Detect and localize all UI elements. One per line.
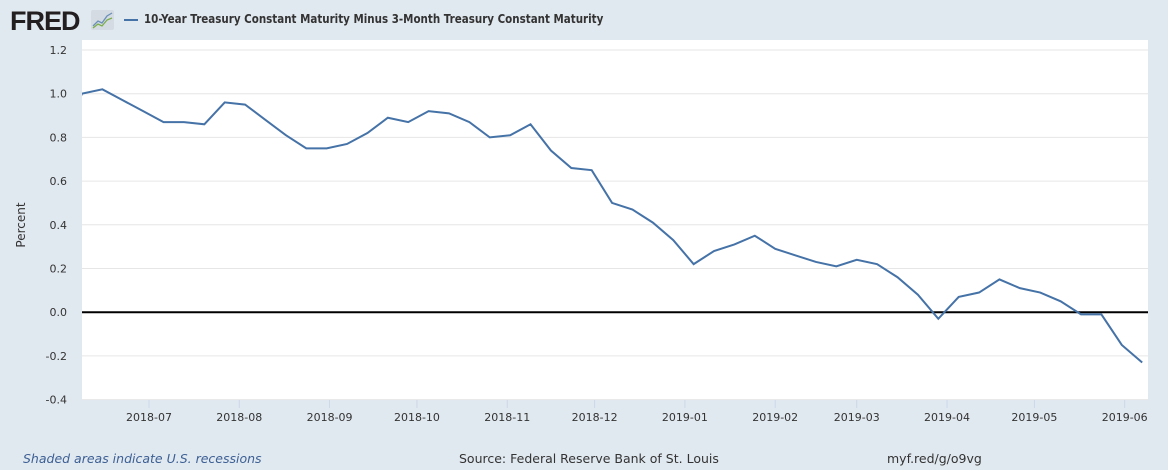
short-url[interactable]: myf.red/g/o9vg bbox=[887, 451, 982, 466]
plot-area bbox=[82, 40, 1148, 400]
series-line[interactable] bbox=[79, 88, 1143, 364]
line-chart-icon bbox=[91, 10, 114, 30]
x-tick-label: 2019-03 bbox=[834, 411, 880, 424]
fred-logo[interactable]: FRED bbox=[10, 6, 80, 36]
y-tick-label: 1.0 bbox=[50, 88, 68, 101]
chart: 1.2 1.0 0.8 0.6 0.4 0.2 0.0 -0.2 -0.4 2018-07 201… bbox=[14, 40, 1148, 424]
x-tick-label: 2018-11 bbox=[484, 411, 530, 424]
legend-label[interactable]: 10-Year Treasury Constant Maturity Minus… bbox=[144, 12, 604, 26]
y-tick-label: -0.4 bbox=[46, 394, 67, 407]
y-tick-label: 1.2 bbox=[50, 44, 68, 57]
y-tick-label: 0.6 bbox=[50, 175, 68, 188]
x-tick-label: 2018-10 bbox=[394, 411, 440, 424]
y-tick-label: -0.2 bbox=[46, 350, 67, 363]
x-tick-label: 2018-08 bbox=[216, 411, 262, 424]
x-tick-label: 2019-04 bbox=[924, 411, 970, 424]
x-tick-label: 2018-07 bbox=[126, 411, 172, 424]
x-tick-label: 2019-05 bbox=[1011, 411, 1057, 424]
x-tick-label: 2019-06 bbox=[1102, 411, 1148, 424]
x-tick-label: 2019-02 bbox=[752, 411, 798, 424]
x-tick-label: 2018-12 bbox=[572, 411, 618, 424]
y-tick-label: 0.4 bbox=[50, 219, 68, 232]
source-text: Source: Federal Reserve Bank of St. Loui… bbox=[459, 451, 719, 466]
y-axis-label: Percent bbox=[14, 202, 28, 247]
recession-note[interactable]: Shaded areas indicate U.S. recessions bbox=[23, 451, 262, 466]
y-tick-label: 0.0 bbox=[50, 306, 68, 319]
y-tick-label: 0.8 bbox=[50, 131, 68, 144]
x-tick-label: 2018-09 bbox=[307, 411, 353, 424]
x-tick-label: 2019-01 bbox=[662, 411, 708, 424]
legend-swatch bbox=[124, 19, 138, 21]
y-tick-label: 0.2 bbox=[50, 263, 68, 276]
